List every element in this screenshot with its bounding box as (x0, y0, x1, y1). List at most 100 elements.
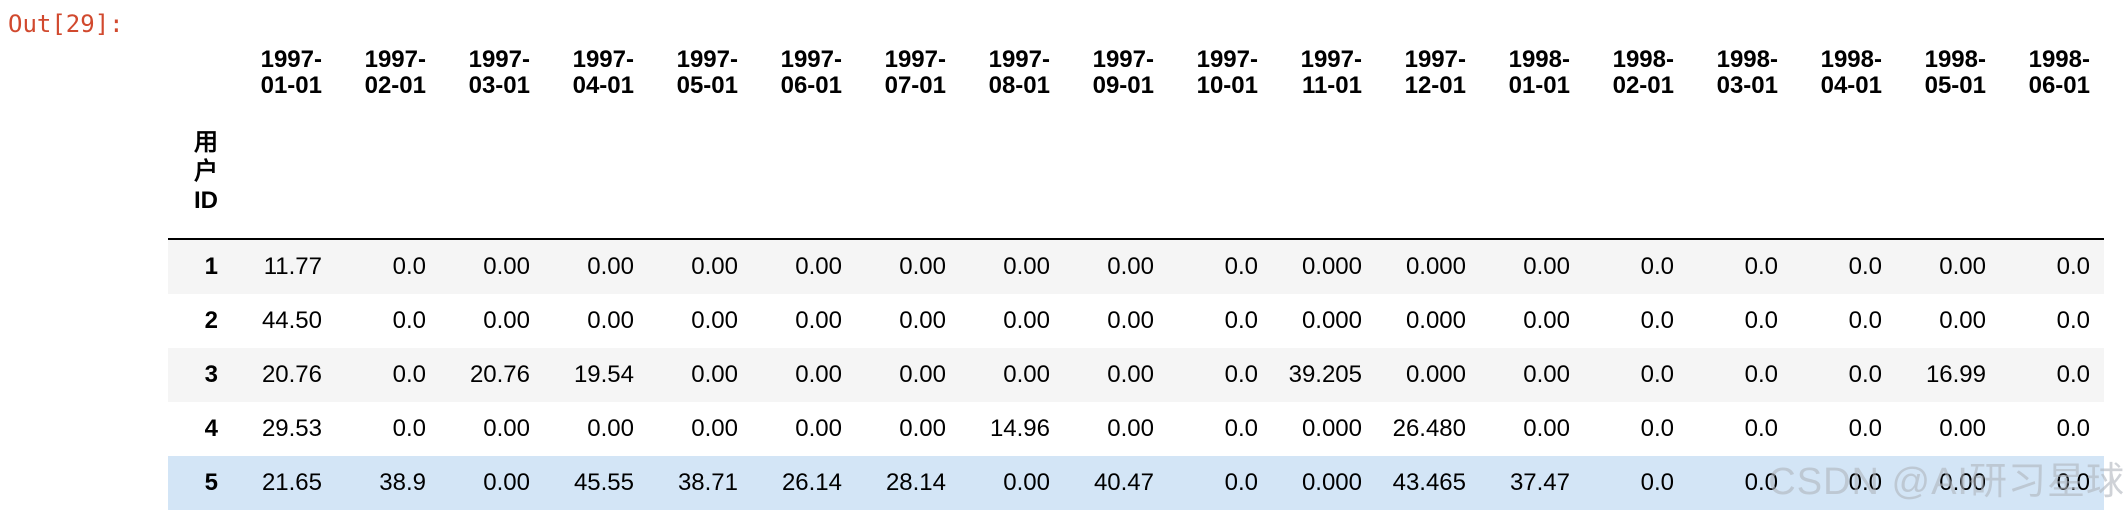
header-spacer-cell (856, 112, 960, 239)
table-row: 3 20.76 0.0 20.76 19.54 0.00 0.00 0.00 0.00 0.00 0… (168, 347, 2104, 402)
table-cell: 39.205 (1288, 360, 1362, 388)
header-spacer-cell (960, 112, 1064, 239)
table-cell: 38.71 (677, 468, 738, 496)
header-spacer-cell (1272, 112, 1376, 239)
table-cell: 44.50 (261, 306, 322, 334)
table-cell: 11.77 (263, 252, 322, 280)
column-header: 1997-02-01 (364, 46, 426, 99)
table-row: 4 29.53 0.0 0.00 0.00 0.00 0.00 0.00 14.96 0.00 0.… (168, 402, 2104, 456)
table-cell: 26.14 (781, 468, 842, 496)
table-cell: 0.000 (1301, 468, 1362, 496)
header-spacer-cell (1480, 112, 1584, 239)
table-cell: 0.00 (795, 414, 842, 442)
column-header: 1998-03-01 (1716, 46, 1778, 99)
table-cell: 0.0 (1848, 414, 1882, 442)
table-cell: 0.00 (587, 414, 634, 442)
column-header: 1997-07-01 (884, 46, 946, 99)
header-spacer-cell (1168, 112, 1272, 239)
table-cell: 0.0 (1744, 360, 1778, 388)
table-cell: 0.00 (1939, 306, 1986, 334)
column-header: 1997-11-01 (1300, 46, 1362, 99)
table-cell: 0.00 (483, 252, 530, 280)
table-cell: 0.00 (899, 252, 946, 280)
table-cell: 0.0 (1640, 360, 1674, 388)
table-cell: 0.0 (1848, 468, 1882, 496)
table-cell: 0.00 (483, 414, 530, 442)
table-cell: 0.00 (899, 414, 946, 442)
table-cell: 0.0 (1744, 306, 1778, 334)
table-cell: 40.47 (1093, 468, 1154, 496)
table-cell: 0.000 (1301, 252, 1362, 280)
table-cell: 14.96 (989, 414, 1050, 442)
column-header: 1997-03-01 (468, 46, 530, 99)
table-row: 5 21.65 38.9 0.00 45.55 38.71 26.14 28.14 0.00 40… (168, 455, 2104, 510)
table-cell: 0.00 (1523, 306, 1570, 334)
table-cell: 0.0 (1640, 468, 1674, 496)
table-cell: 0.00 (691, 414, 738, 442)
header-spacer-cell (440, 112, 544, 239)
table-cell: 26.480 (1392, 414, 1466, 442)
table-row: 1 11.77 0.0 0.00 0.00 0.00 0.00 0.00 0.00 0.00 0.0… (168, 238, 2104, 294)
column-header: 1997-10-01 (1196, 46, 1258, 99)
table-cell: 0.00 (1003, 306, 1050, 334)
table-cell: 0.00 (899, 360, 946, 388)
table-cell: 0.0 (2056, 252, 2090, 280)
table-cell: 0.00 (1107, 360, 1154, 388)
table-cell: 0.00 (691, 360, 738, 388)
table-cell: 21.65 (261, 468, 322, 496)
table-cell: 0.00 (1523, 414, 1570, 442)
table-cell: 0.000 (1405, 252, 1466, 280)
table-cell: 0.0 (392, 252, 426, 280)
table-cell: 0.000 (1301, 306, 1362, 334)
header-spacer-cell (648, 112, 752, 239)
table-cell: 0.00 (1523, 252, 1570, 280)
dataframe-output: 1997-01-01 1997-02-01 1997-03-01 1997-04-01… (168, 34, 2104, 510)
header-spacer-cell (1064, 112, 1168, 239)
column-header: 1997-04-01 (572, 46, 634, 99)
table-cell: 20.76 (261, 360, 322, 388)
table-cell: 0.0 (1848, 252, 1882, 280)
table-cell: 0.000 (1405, 306, 1466, 334)
table-cell: 45.55 (573, 468, 634, 496)
table-row: 2 44.50 0.0 0.00 0.00 0.00 0.00 0.00 0.00 0.00 0.0… (168, 294, 2104, 348)
dataframe-table: 1997-01-01 1997-02-01 1997-03-01 1997-04-01… (168, 34, 2104, 510)
table-cell: 0.00 (899, 306, 946, 334)
table-cell: 0.000 (1301, 414, 1362, 442)
header-spacer-cell (1792, 112, 1896, 239)
header-spacer-cell (2000, 112, 2104, 239)
column-header: 1997-01-01 (260, 46, 322, 99)
column-header: 1997-12-01 (1404, 46, 1466, 99)
table-cell: 0.00 (795, 306, 842, 334)
table-cell: 43.465 (1392, 468, 1466, 496)
column-header: 1998-04-01 (1820, 46, 1882, 99)
corner-cell (168, 34, 232, 112)
table-cell: 0.0 (2056, 306, 2090, 334)
table-cell: 29.53 (261, 414, 322, 442)
row-index: 2 (204, 306, 218, 334)
row-index: 4 (204, 414, 218, 442)
table-cell: 0.0 (1640, 306, 1674, 334)
table-cell: 0.00 (691, 252, 738, 280)
table-cell: 0.0 (1848, 306, 1882, 334)
table-cell: 28.14 (885, 468, 946, 496)
table-cell: 0.0 (1224, 306, 1258, 334)
table-cell: 16.99 (1925, 360, 1986, 388)
table-cell: 0.0 (1744, 252, 1778, 280)
row-index: 3 (204, 360, 218, 388)
table-cell: 0.00 (1003, 468, 1050, 496)
table-cell: 0.00 (1107, 306, 1154, 334)
table-cell: 0.00 (795, 252, 842, 280)
table-cell: 0.00 (1939, 414, 1986, 442)
column-header: 1997-05-01 (676, 46, 738, 99)
header-spacer-cell (752, 112, 856, 239)
column-header: 1998-01-01 (1508, 46, 1570, 99)
table-cell: 0.0 (1640, 414, 1674, 442)
index-name-header: 用户ID (194, 128, 218, 215)
table-cell: 0.0 (1224, 252, 1258, 280)
row-index: 1 (204, 252, 218, 280)
header-spacer-cell (544, 112, 648, 239)
table-cell: 0.000 (1405, 360, 1466, 388)
table-cell: 0.0 (392, 306, 426, 334)
table-cell: 37.47 (1509, 468, 1570, 496)
